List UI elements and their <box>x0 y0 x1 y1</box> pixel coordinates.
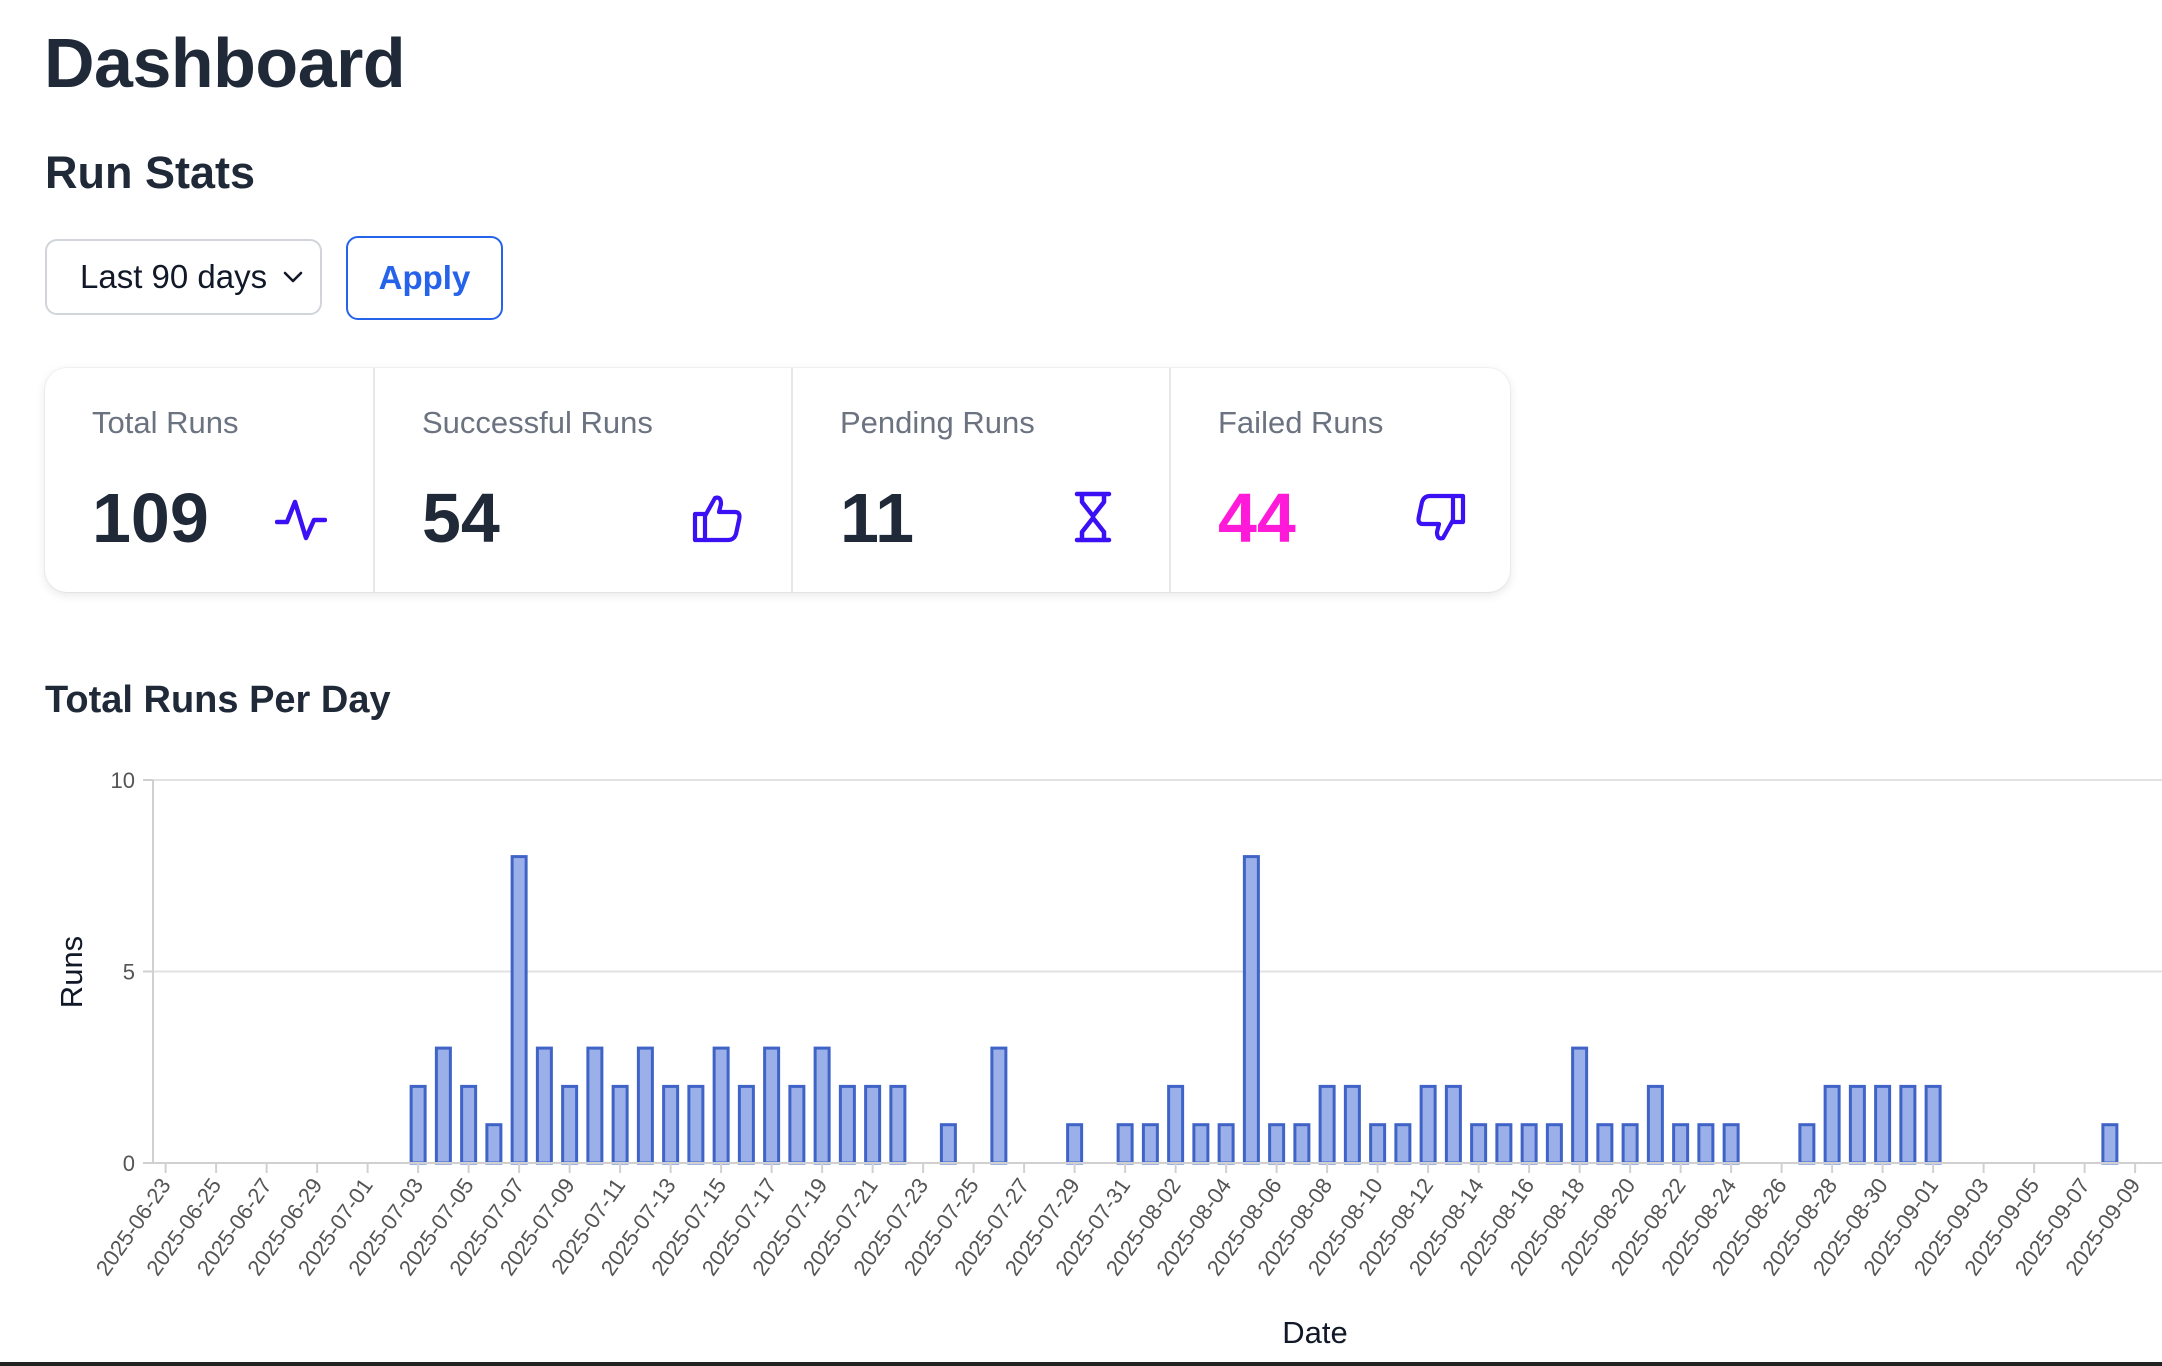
bar-2025-07-14 <box>687 1084 705 1165</box>
chart-axes: 05102025-06-232025-06-252025-06-272025-0… <box>91 768 2162 1280</box>
bar-2025-08-23 <box>1697 1123 1715 1165</box>
stat-label: Pending Runs <box>840 405 1035 440</box>
chevron-down-icon <box>283 271 303 283</box>
bar-2025-07-15 <box>712 1046 730 1165</box>
bar-2025-07-10 <box>586 1046 604 1165</box>
stat-successful-runs: Successful Runs 54 <box>373 368 791 592</box>
bar-2025-08-01 <box>1141 1123 1159 1165</box>
y-tick-label: 0 <box>123 1151 135 1176</box>
chart-title: Total Runs Per Day <box>45 679 391 721</box>
bar-2025-07-03 <box>409 1084 427 1165</box>
bar-2025-08-21 <box>1646 1084 1664 1165</box>
bar-2025-08-05 <box>1242 855 1260 1165</box>
bar-2025-07-06 <box>485 1123 503 1165</box>
apply-button[interactable]: Apply <box>346 236 503 320</box>
stat-failed-runs: Failed Runs 44 <box>1169 368 1510 592</box>
stat-pending-runs: Pending Runs 11 <box>791 368 1169 592</box>
bar-2025-09-08 <box>2101 1123 2119 1165</box>
bar-2025-08-08 <box>1318 1084 1336 1165</box>
bar-2025-08-29 <box>1848 1084 1866 1165</box>
stat-label: Successful Runs <box>422 405 653 440</box>
bar-2025-08-15 <box>1495 1123 1513 1165</box>
window-bottom-edge <box>0 1362 2162 1366</box>
bar-2025-08-24 <box>1722 1123 1740 1165</box>
bar-2025-08-10 <box>1369 1123 1387 1165</box>
bar-2025-08-27 <box>1798 1123 1816 1165</box>
bar-2025-08-31 <box>1899 1084 1917 1165</box>
bar-2025-08-12 <box>1419 1084 1437 1165</box>
stat-total-runs: Total Runs 109 <box>45 368 373 592</box>
bar-2025-08-28 <box>1823 1084 1841 1165</box>
thumbs-up-icon <box>692 495 742 543</box>
bar-2025-07-29 <box>1066 1123 1084 1165</box>
date-range-value: Last 90 days <box>80 258 268 295</box>
stat-value: 54 <box>422 479 500 557</box>
bar-2025-08-14 <box>1470 1123 1488 1165</box>
bar-2025-07-19 <box>813 1046 831 1165</box>
bar-2025-08-19 <box>1596 1123 1614 1165</box>
bar-2025-07-16 <box>737 1084 755 1165</box>
bar-2025-08-17 <box>1545 1123 1563 1165</box>
runs-per-day-chart: 05102025-06-232025-06-252025-06-272025-0… <box>54 768 2162 1350</box>
activity-icon <box>275 499 327 541</box>
y-tick-label: 5 <box>123 960 135 985</box>
stat-label: Failed Runs <box>1218 405 1384 440</box>
bar-2025-08-18 <box>1571 1046 1589 1165</box>
x-axis-title: Date <box>1282 1315 1347 1350</box>
bar-2025-07-05 <box>460 1084 478 1165</box>
bar-2025-08-02 <box>1167 1084 1185 1165</box>
bar-2025-07-09 <box>561 1084 579 1165</box>
run-stats-heading: Run Stats <box>45 147 256 198</box>
bar-2025-08-07 <box>1293 1123 1311 1165</box>
bar-2025-07-12 <box>636 1046 654 1165</box>
bar-2025-08-16 <box>1520 1123 1538 1165</box>
bar-2025-08-22 <box>1672 1123 1690 1165</box>
stat-label: Total Runs <box>92 405 239 440</box>
stat-value: 11 <box>840 479 914 557</box>
bar-2025-08-11 <box>1394 1123 1412 1165</box>
chart-bars <box>409 855 2119 1165</box>
bar-2025-08-20 <box>1621 1123 1639 1165</box>
bar-2025-07-26 <box>990 1046 1008 1165</box>
bar-2025-08-30 <box>1874 1084 1892 1165</box>
bar-2025-08-13 <box>1444 1084 1462 1165</box>
hourglass-icon <box>1074 491 1112 543</box>
bar-2025-07-11 <box>611 1084 629 1165</box>
thumbs-down-icon <box>1416 493 1466 541</box>
bar-2025-09-01 <box>1924 1084 1942 1165</box>
stat-value: 44 <box>1218 479 1296 557</box>
bar-2025-07-21 <box>864 1084 882 1165</box>
bar-2025-07-08 <box>535 1046 553 1165</box>
bar-2025-07-17 <box>763 1046 781 1165</box>
bar-2025-08-09 <box>1343 1084 1361 1165</box>
bar-2025-07-04 <box>434 1046 452 1165</box>
run-stats-card: Total Runs 109 Successful Runs 54 Pendin… <box>45 368 1510 592</box>
bar-2025-07-18 <box>788 1084 806 1165</box>
y-axis-title: Runs <box>54 936 89 1008</box>
y-tick-label: 10 <box>111 768 135 793</box>
bar-2025-07-24 <box>939 1123 957 1165</box>
bar-2025-08-04 <box>1217 1123 1235 1165</box>
date-range-select[interactable]: Last 90 days <box>45 239 322 315</box>
bar-2025-07-31 <box>1116 1123 1134 1165</box>
bar-2025-07-07 <box>510 855 528 1165</box>
bar-2025-07-13 <box>662 1084 680 1165</box>
bar-2025-07-22 <box>889 1084 907 1165</box>
bar-2025-08-03 <box>1192 1123 1210 1165</box>
bar-2025-07-20 <box>838 1084 856 1165</box>
stat-value: 109 <box>92 479 209 557</box>
page-title: Dashboard <box>44 24 406 102</box>
bar-2025-08-06 <box>1268 1123 1286 1165</box>
